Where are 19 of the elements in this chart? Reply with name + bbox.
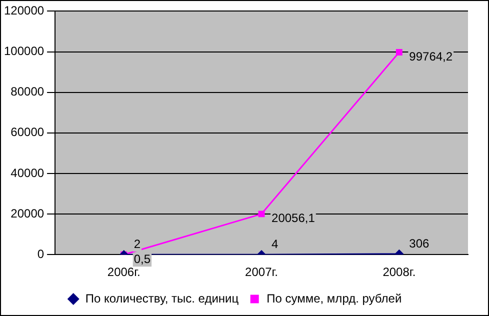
x-tick-label: 2008г.	[382, 265, 416, 280]
data-label: 306	[409, 236, 430, 250]
y-tick-label: 120000	[4, 4, 44, 18]
x-tick-label: 2007г.	[245, 265, 278, 280]
y-tick-label: 80000	[10, 84, 44, 99]
data-label: 20056,1	[272, 211, 316, 226]
y-tick-label: 20000	[10, 206, 44, 220]
y-tick-label: 100000	[4, 44, 44, 58]
x-tick-label: 2006г.	[107, 265, 140, 280]
data-label: 4	[272, 236, 279, 251]
point	[396, 49, 402, 56]
data-label: 0,5	[134, 252, 151, 266]
y-tick-label: 60000	[10, 125, 44, 140]
legend-label: По количеству, тыс. единиц	[85, 291, 239, 306]
data-label: 99764,2	[409, 50, 453, 64]
y-tick-label: 40000	[10, 166, 44, 180]
legend-label: По сумме, млрд. рублей	[266, 291, 402, 306]
data-label: 2	[134, 236, 141, 251]
y-tick-label: 0	[37, 246, 44, 261]
